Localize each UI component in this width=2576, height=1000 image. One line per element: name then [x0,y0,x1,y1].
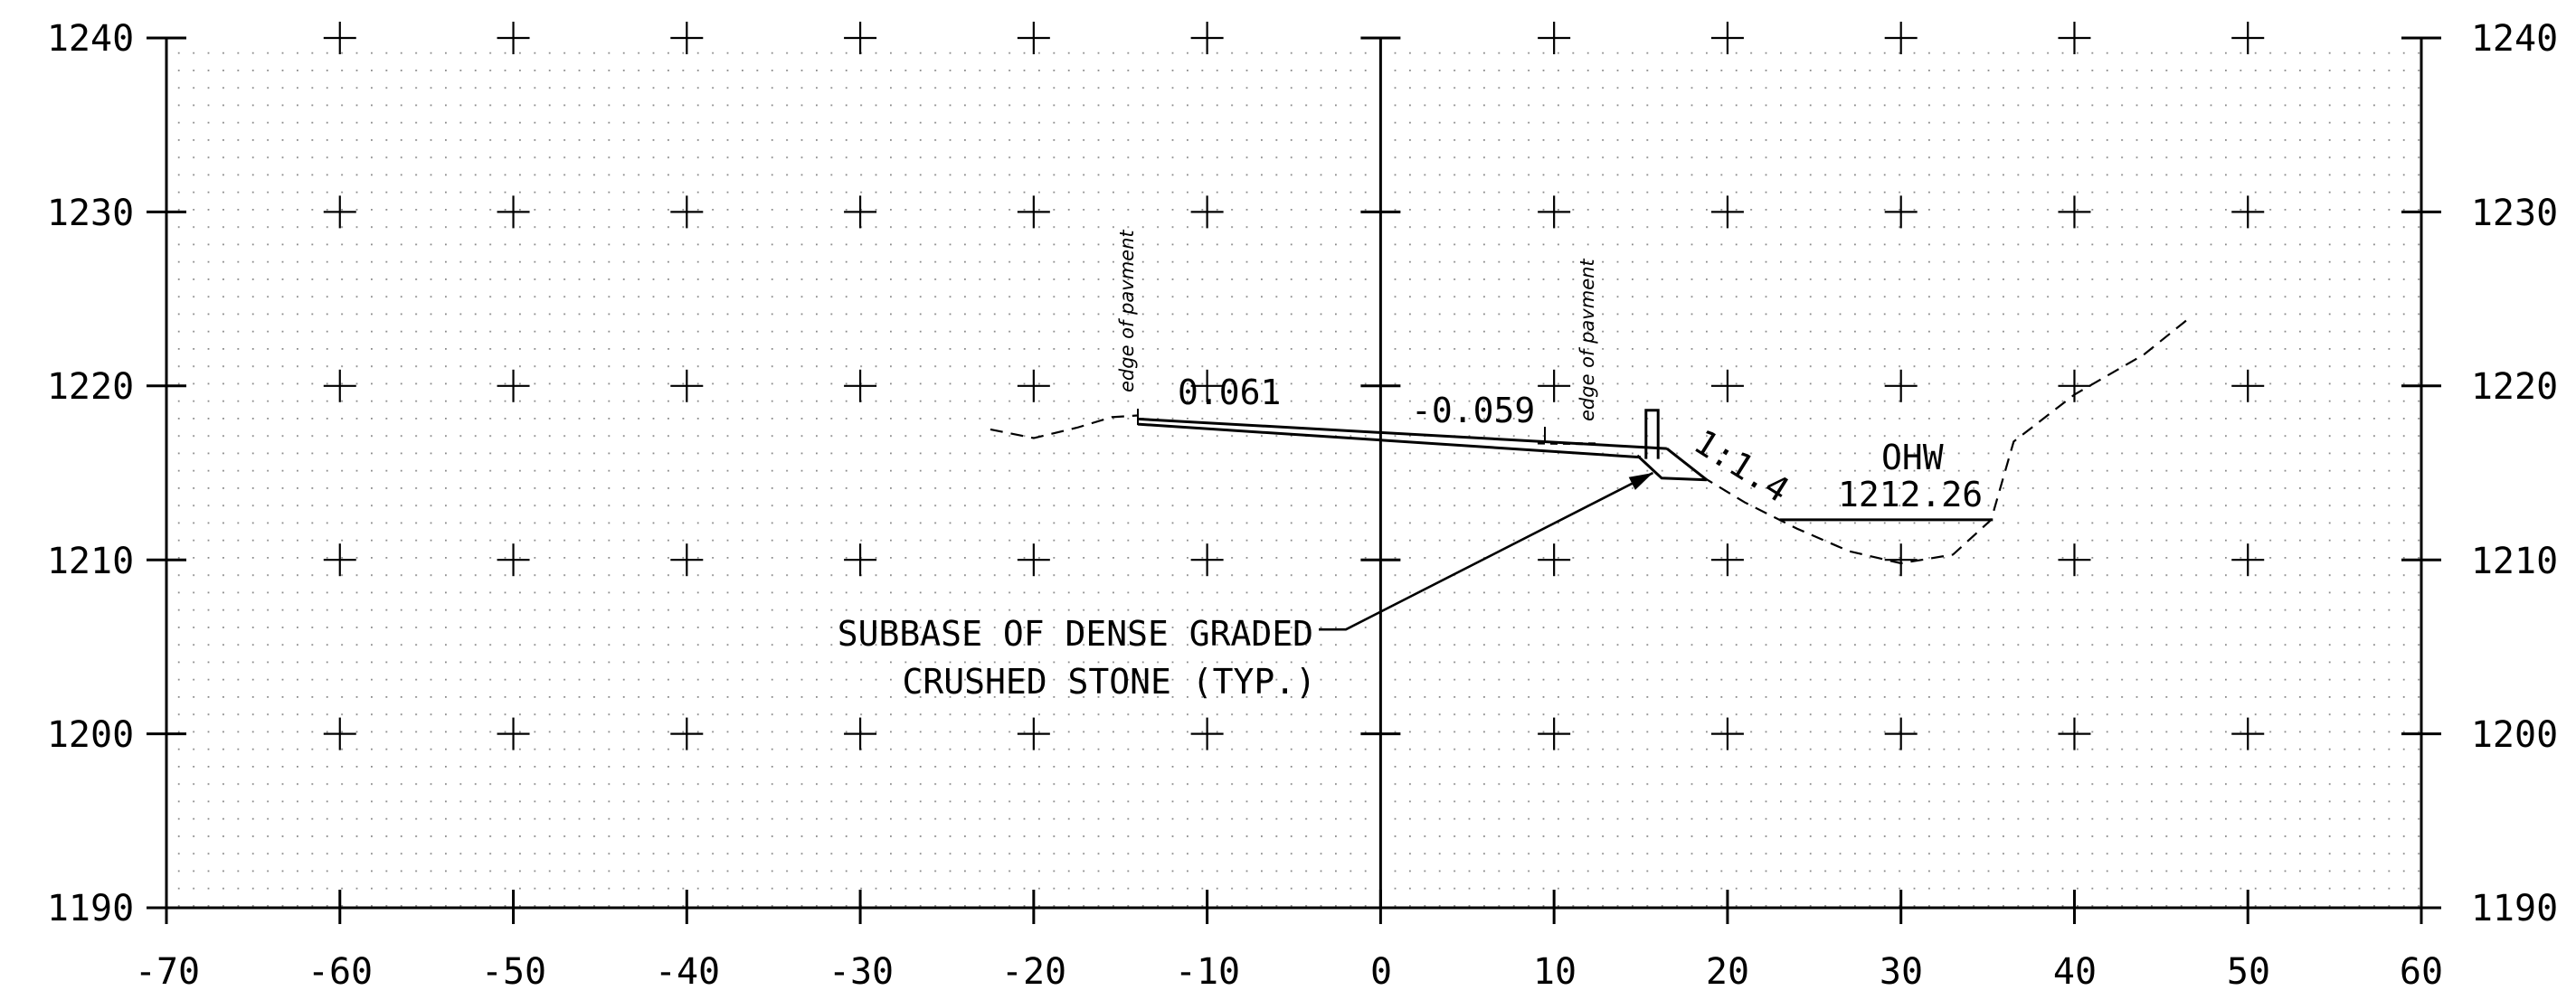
y-tick-label-right-1220: 1220 [2471,366,2558,408]
leader-arrowhead [1628,473,1653,490]
existing-ground-left [990,414,1138,439]
y-axis-left-labels: 1240 1230 1220 1210 1200 1190 [47,18,134,929]
edge-of-pavement-right-label: edge of pavment [1577,259,1598,421]
edge-dashed-strip [1537,441,1602,446]
y-tick-label-left-1230: 1230 [47,193,134,234]
pavement-bottom-line [1137,422,1642,459]
subbase-leader-line [1319,471,1654,631]
existing-ground-right [1700,318,2188,565]
x-tick-label-neg50: -50 [481,951,546,993]
y-tick-label-left-1210: 1210 [47,541,134,582]
x-tick-label-neg70: -70 [135,951,200,993]
x-tick-label-60: 60 [2400,951,2443,993]
right-cross-slope-label: -0.059 [1411,391,1535,430]
subbase-note-line1: SUBBASE OF DENSE GRADED [838,614,1313,654]
y-tick-label-right-1200: 1200 [2471,714,2558,756]
x-tick-label-neg30: -30 [829,951,894,993]
y-tick-label-left-1220: 1220 [47,366,134,408]
x-tick-label-0: 0 [1370,951,1392,993]
x-tick-label-40: 40 [2053,951,2097,993]
y-axis-right-labels: 1240 1230 1220 1210 1200 1190 [2471,18,2558,929]
x-tick-label-10: 10 [1533,951,1577,993]
y-tick-label-left-1200: 1200 [47,714,134,756]
water-label: OHW [1881,438,1944,477]
water-elevation-label: 1212.26 [1838,475,1983,514]
fill-slope-line [1665,447,1708,481]
x-tick-label-neg10: -10 [1175,951,1240,993]
x-tick-label-neg60: -60 [308,951,373,993]
subbase-note-line2: CRUSHED STONE (TYP.) [902,662,1316,702]
x-tick-label-30: 30 [1880,951,1923,993]
y-tick-label-right-1190: 1190 [2471,888,2558,929]
plot-frame [147,36,2441,924]
x-tick-label-neg40: -40 [655,951,720,993]
x-tick-label-50: 50 [2227,951,2270,993]
left-cross-slope-label: 0.061 [1178,373,1281,412]
edge-of-pavement-left-label: edge of pavment [1116,230,1138,392]
y-tick-label-right-1230: 1230 [2471,193,2558,234]
x-tick-label-neg20: -20 [1001,951,1066,993]
dotted-grid [166,38,2421,908]
y-tick-label-left-1240: 1240 [47,18,134,60]
x-tick-label-20: 20 [1706,951,1749,993]
y-tick-label-right-1240: 1240 [2471,18,2558,60]
guardrail-post [1644,409,1660,459]
grid-crosses [323,22,2265,750]
y-tick-label-right-1210: 1210 [2471,541,2558,582]
subbase-outline [1636,454,1707,482]
x-axis-labels: -70 -60 -50 -40 -30 -20 -10 0 10 20 30 4… [135,951,2443,993]
y-tick-label-left-1190: 1190 [47,888,134,929]
